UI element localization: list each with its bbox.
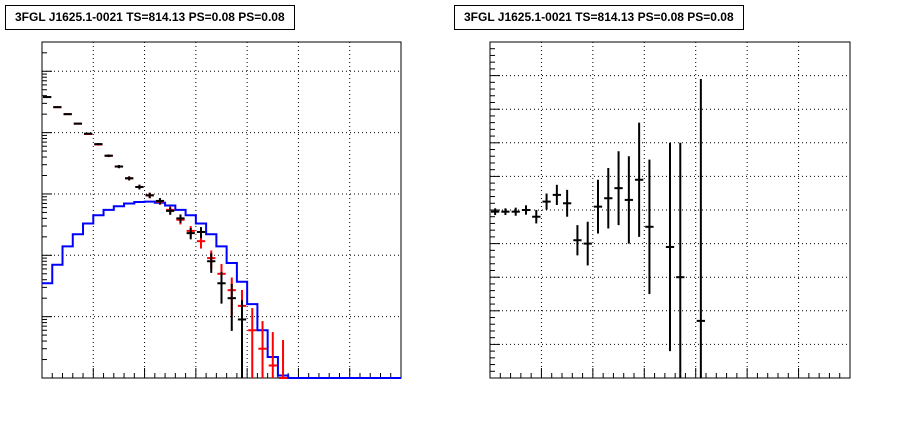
right-chart-pad: 3FGL J1625.1-0021 TS=814.13 PS=0.08 PS=0… — [449, 0, 898, 421]
right-chart-title: 3FGL J1625.1-0021 TS=814.13 PS=0.08 PS=0… — [454, 5, 744, 30]
left-chart-title: 3FGL J1625.1-0021 TS=814.13 PS=0.08 PS=0… — [5, 5, 295, 30]
model-histogram-line — [42, 200, 401, 379]
left-chart-pad: 3FGL J1625.1-0021 TS=814.13 PS=0.08 PS=0… — [5, 5, 402, 379]
residuals-plot — [489, 41, 851, 379]
plot-frame — [41, 41, 402, 379]
counts-histogram-plot — [41, 41, 402, 379]
